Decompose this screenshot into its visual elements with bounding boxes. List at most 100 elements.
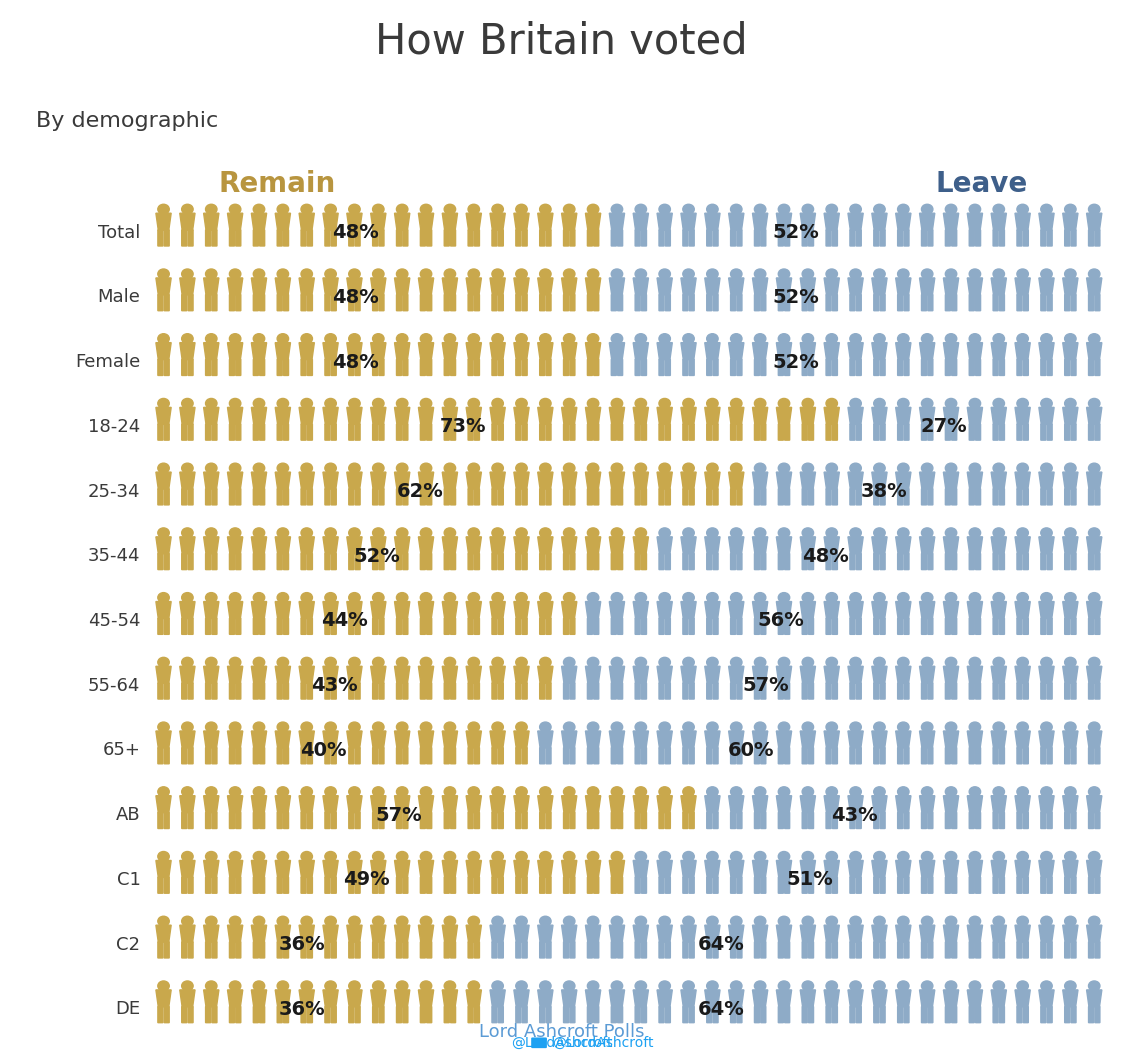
Polygon shape: [681, 342, 696, 360]
Circle shape: [301, 334, 312, 343]
Polygon shape: [896, 796, 911, 813]
FancyBboxPatch shape: [497, 553, 504, 571]
FancyBboxPatch shape: [611, 553, 617, 571]
FancyBboxPatch shape: [737, 359, 742, 376]
FancyBboxPatch shape: [569, 1006, 576, 1024]
FancyBboxPatch shape: [951, 230, 958, 246]
FancyBboxPatch shape: [188, 553, 194, 571]
Polygon shape: [585, 278, 601, 295]
Polygon shape: [896, 926, 911, 942]
Circle shape: [683, 463, 694, 473]
Circle shape: [515, 398, 527, 409]
FancyBboxPatch shape: [164, 294, 170, 312]
FancyBboxPatch shape: [968, 294, 975, 312]
Circle shape: [874, 787, 885, 797]
Polygon shape: [633, 342, 648, 360]
FancyBboxPatch shape: [1047, 489, 1053, 505]
FancyBboxPatch shape: [897, 682, 903, 700]
FancyBboxPatch shape: [665, 294, 672, 312]
Circle shape: [897, 334, 909, 343]
Polygon shape: [419, 990, 433, 1007]
Circle shape: [755, 981, 766, 991]
Polygon shape: [490, 731, 505, 748]
Circle shape: [1017, 722, 1029, 732]
FancyBboxPatch shape: [1063, 876, 1070, 894]
FancyBboxPatch shape: [467, 747, 474, 764]
Circle shape: [755, 593, 766, 602]
Circle shape: [445, 334, 456, 343]
FancyBboxPatch shape: [253, 812, 259, 829]
Polygon shape: [896, 472, 911, 489]
Polygon shape: [180, 796, 195, 813]
Polygon shape: [203, 213, 219, 231]
FancyBboxPatch shape: [951, 747, 958, 764]
FancyBboxPatch shape: [188, 617, 194, 635]
FancyBboxPatch shape: [658, 489, 665, 505]
FancyBboxPatch shape: [825, 553, 832, 571]
Circle shape: [325, 463, 336, 473]
Polygon shape: [323, 601, 338, 618]
FancyBboxPatch shape: [688, 682, 695, 700]
FancyBboxPatch shape: [450, 941, 456, 958]
Circle shape: [445, 981, 456, 991]
FancyBboxPatch shape: [856, 876, 862, 894]
FancyBboxPatch shape: [802, 812, 807, 829]
Polygon shape: [992, 796, 1006, 813]
Circle shape: [850, 463, 861, 473]
Circle shape: [636, 852, 647, 861]
Circle shape: [301, 657, 312, 668]
Circle shape: [827, 463, 838, 473]
FancyBboxPatch shape: [993, 230, 998, 246]
Polygon shape: [967, 278, 983, 295]
FancyBboxPatch shape: [1070, 617, 1077, 635]
Circle shape: [850, 657, 861, 668]
Polygon shape: [943, 537, 959, 554]
Polygon shape: [1062, 278, 1078, 295]
Circle shape: [229, 398, 240, 409]
Circle shape: [540, 593, 551, 602]
FancyBboxPatch shape: [515, 876, 521, 894]
FancyBboxPatch shape: [259, 489, 265, 505]
Circle shape: [946, 722, 957, 732]
Circle shape: [706, 916, 718, 927]
Circle shape: [587, 593, 599, 602]
FancyBboxPatch shape: [658, 1006, 665, 1024]
Polygon shape: [681, 278, 696, 295]
FancyBboxPatch shape: [825, 1006, 832, 1024]
FancyBboxPatch shape: [521, 294, 528, 312]
FancyBboxPatch shape: [832, 941, 838, 958]
Polygon shape: [1087, 601, 1102, 618]
Polygon shape: [992, 278, 1006, 295]
Circle shape: [897, 269, 909, 279]
Circle shape: [587, 204, 599, 214]
Polygon shape: [490, 278, 505, 295]
FancyBboxPatch shape: [229, 1006, 235, 1024]
Polygon shape: [419, 731, 433, 748]
Polygon shape: [1087, 472, 1102, 489]
Circle shape: [229, 852, 240, 861]
Circle shape: [993, 787, 1004, 797]
Polygon shape: [1039, 990, 1054, 1007]
FancyBboxPatch shape: [330, 617, 337, 635]
FancyBboxPatch shape: [474, 876, 481, 894]
Circle shape: [683, 269, 694, 279]
FancyBboxPatch shape: [807, 682, 814, 700]
Polygon shape: [848, 342, 864, 360]
FancyBboxPatch shape: [928, 423, 933, 441]
FancyBboxPatch shape: [784, 617, 791, 635]
Polygon shape: [896, 667, 911, 683]
FancyBboxPatch shape: [975, 489, 982, 505]
FancyBboxPatch shape: [1094, 359, 1101, 376]
Polygon shape: [180, 278, 195, 295]
FancyBboxPatch shape: [754, 747, 760, 764]
FancyBboxPatch shape: [634, 617, 641, 635]
Polygon shape: [275, 796, 291, 813]
Polygon shape: [1062, 537, 1078, 554]
Polygon shape: [824, 860, 839, 877]
FancyBboxPatch shape: [617, 489, 623, 505]
Polygon shape: [610, 731, 624, 748]
FancyBboxPatch shape: [253, 359, 259, 376]
Polygon shape: [824, 667, 839, 683]
FancyBboxPatch shape: [1023, 294, 1029, 312]
FancyBboxPatch shape: [164, 682, 170, 700]
